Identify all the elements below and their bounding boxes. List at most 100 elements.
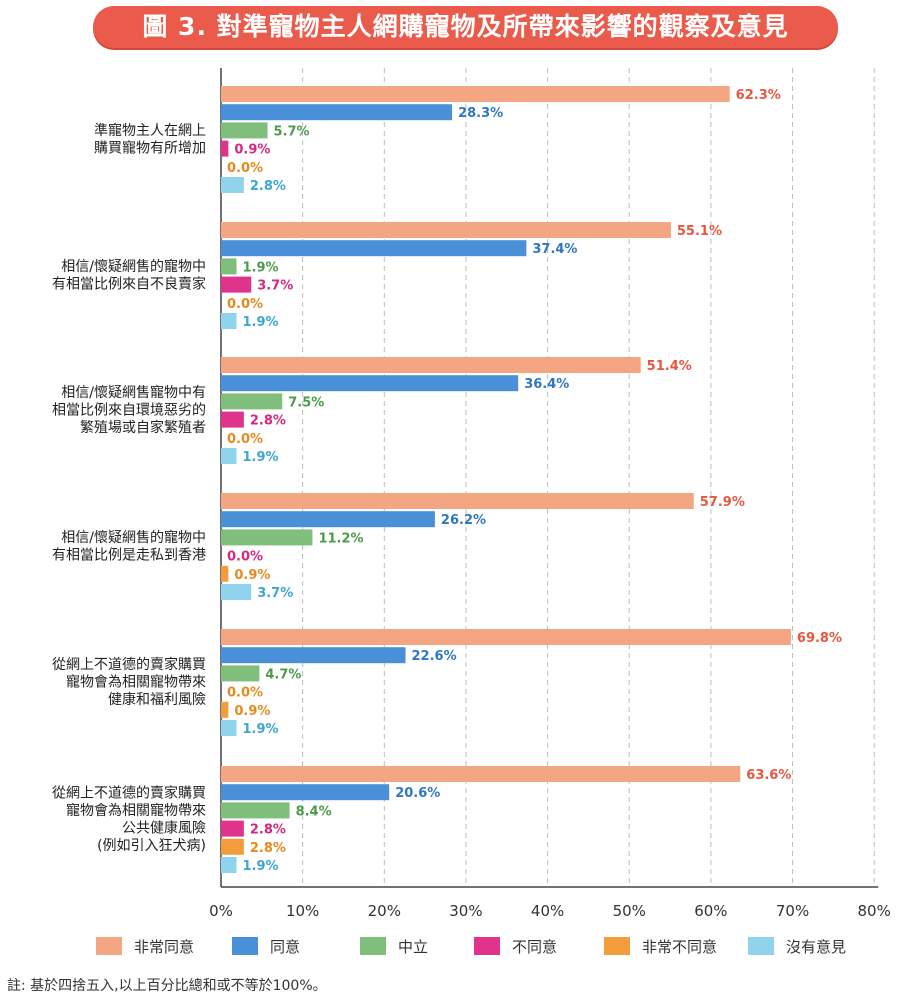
data-label: 55.1% xyxy=(677,224,722,239)
bar xyxy=(221,177,244,193)
data-label: 2.8% xyxy=(250,179,286,194)
category-label: 準寵物主人在網上 xyxy=(94,122,206,139)
data-label: 3.7% xyxy=(257,279,293,294)
data-label: 0.0% xyxy=(227,161,263,176)
legend-label: 中立 xyxy=(398,937,429,956)
bar xyxy=(221,529,313,546)
bar xyxy=(221,511,435,528)
bar xyxy=(221,375,519,392)
legend-label: 不同意 xyxy=(512,937,558,956)
footnote: 註: 基於四捨五入,以上百分比總和或不等於100%。 xyxy=(7,978,327,994)
bar xyxy=(221,629,791,645)
legend-item: 沒有意見 xyxy=(748,934,846,958)
bar xyxy=(221,122,268,139)
legend-label: 同意 xyxy=(270,937,301,956)
legend-swatch xyxy=(232,937,258,955)
bar-chart: 0% 10% 20% 30% 40% 50% 60% 70% 80% 62.3% 28.3% 5.7%… xyxy=(52,68,891,920)
category-label: 有相當比例來自不良賣家 xyxy=(52,275,206,292)
category-label: 健康和福利風險 xyxy=(108,691,206,708)
x-tick-label: 60% xyxy=(694,902,727,920)
bar xyxy=(221,140,229,157)
data-label: 3.7% xyxy=(257,586,293,601)
category-label: 寵物會為相關寵物帶來 xyxy=(66,802,206,819)
bar xyxy=(221,665,260,682)
bar xyxy=(221,766,741,782)
bar xyxy=(221,222,671,238)
bar xyxy=(221,565,229,582)
data-label: 62.3% xyxy=(736,88,781,103)
data-label: 8.4% xyxy=(296,804,332,819)
legend-swatch xyxy=(474,937,500,955)
data-label: 7.5% xyxy=(288,395,324,410)
category-label: 購買寵物有所增加 xyxy=(94,139,206,156)
x-tick-label: 40% xyxy=(531,902,564,920)
category-label: 從網上不道德的賣家購買 xyxy=(52,784,206,801)
data-label: 1.9% xyxy=(243,859,279,874)
bar xyxy=(221,838,244,855)
bar xyxy=(221,393,283,410)
data-label: 1.9% xyxy=(243,260,279,275)
legend-swatch xyxy=(360,937,386,955)
data-label: 69.8% xyxy=(797,631,842,646)
legend-item: 非常不同意 xyxy=(604,934,717,958)
bar xyxy=(221,701,229,718)
data-label: 0.9% xyxy=(234,704,270,719)
bar xyxy=(221,86,730,102)
data-label: 28.3% xyxy=(458,106,503,121)
legend-label: 非常不同意 xyxy=(642,937,718,956)
data-label: 0.0% xyxy=(227,297,263,312)
bar xyxy=(221,857,237,873)
data-label: 0.0% xyxy=(227,550,263,565)
bar xyxy=(221,584,252,600)
x-tick-label: 20% xyxy=(368,902,401,920)
bar xyxy=(221,647,406,664)
data-label: 1.9% xyxy=(243,315,279,330)
category-label: 相信/懷疑網售寵物中有 xyxy=(61,384,206,401)
bar xyxy=(221,258,237,275)
bar xyxy=(221,784,390,801)
x-tick-label: 0% xyxy=(209,902,233,920)
legend-item: 中立 xyxy=(360,934,428,958)
legend-item: 不同意 xyxy=(474,934,557,958)
data-label: 36.4% xyxy=(524,377,569,392)
category-label: 繁殖場或自家繁殖者 xyxy=(80,419,206,436)
data-label: 0.9% xyxy=(234,143,270,158)
data-label: 37.4% xyxy=(532,242,577,257)
bar xyxy=(221,720,237,736)
data-label: 2.8% xyxy=(250,823,286,838)
x-tick-label: 10% xyxy=(286,902,319,920)
title-banner: 圖 3. 對準寵物主人網購寵物及所帶來影響的觀察及意見 xyxy=(0,0,900,60)
data-label: 1.9% xyxy=(243,722,279,737)
data-label: 20.6% xyxy=(395,786,440,801)
data-label: 57.9% xyxy=(700,495,745,510)
category-label: 公共健康風險 xyxy=(122,819,206,836)
data-label: 63.6% xyxy=(746,768,791,783)
category-label: 相信/懷疑網售的寵物中 xyxy=(61,258,206,275)
x-tick-label: 30% xyxy=(449,902,482,920)
x-tick-label: 50% xyxy=(613,902,646,920)
legend-item: 同意 xyxy=(232,934,300,958)
category-label: 相當比例來自環境惡劣的 xyxy=(52,403,206,419)
category-label: 寵物會為相關寵物帶來 xyxy=(66,674,206,691)
data-label: 51.4% xyxy=(647,359,692,374)
category-label: (例如引入狂犬病) xyxy=(97,838,206,854)
bar xyxy=(221,802,290,819)
data-label: 26.2% xyxy=(441,513,486,528)
data-label: 2.8% xyxy=(250,841,286,856)
legend-swatch xyxy=(748,937,774,955)
bar xyxy=(221,493,694,509)
data-label: 4.7% xyxy=(265,667,301,682)
legend-swatch xyxy=(604,937,630,955)
category-label: 有相當比例是走私到香港 xyxy=(52,547,206,563)
data-label: 11.2% xyxy=(318,531,363,546)
data-label: 5.7% xyxy=(274,124,310,139)
data-label: 1.9% xyxy=(243,450,279,465)
legend-item: 非常同意 xyxy=(96,934,194,958)
bar xyxy=(221,411,244,428)
category-label: 相信/懷疑網售的寵物中 xyxy=(61,529,206,546)
bar xyxy=(221,820,244,837)
legend: 非常同意 同意 中立 不同意 非常不同意 沒有意見 xyxy=(96,934,896,958)
data-label: 2.8% xyxy=(250,414,286,429)
bar xyxy=(221,104,453,121)
bar xyxy=(221,240,527,257)
